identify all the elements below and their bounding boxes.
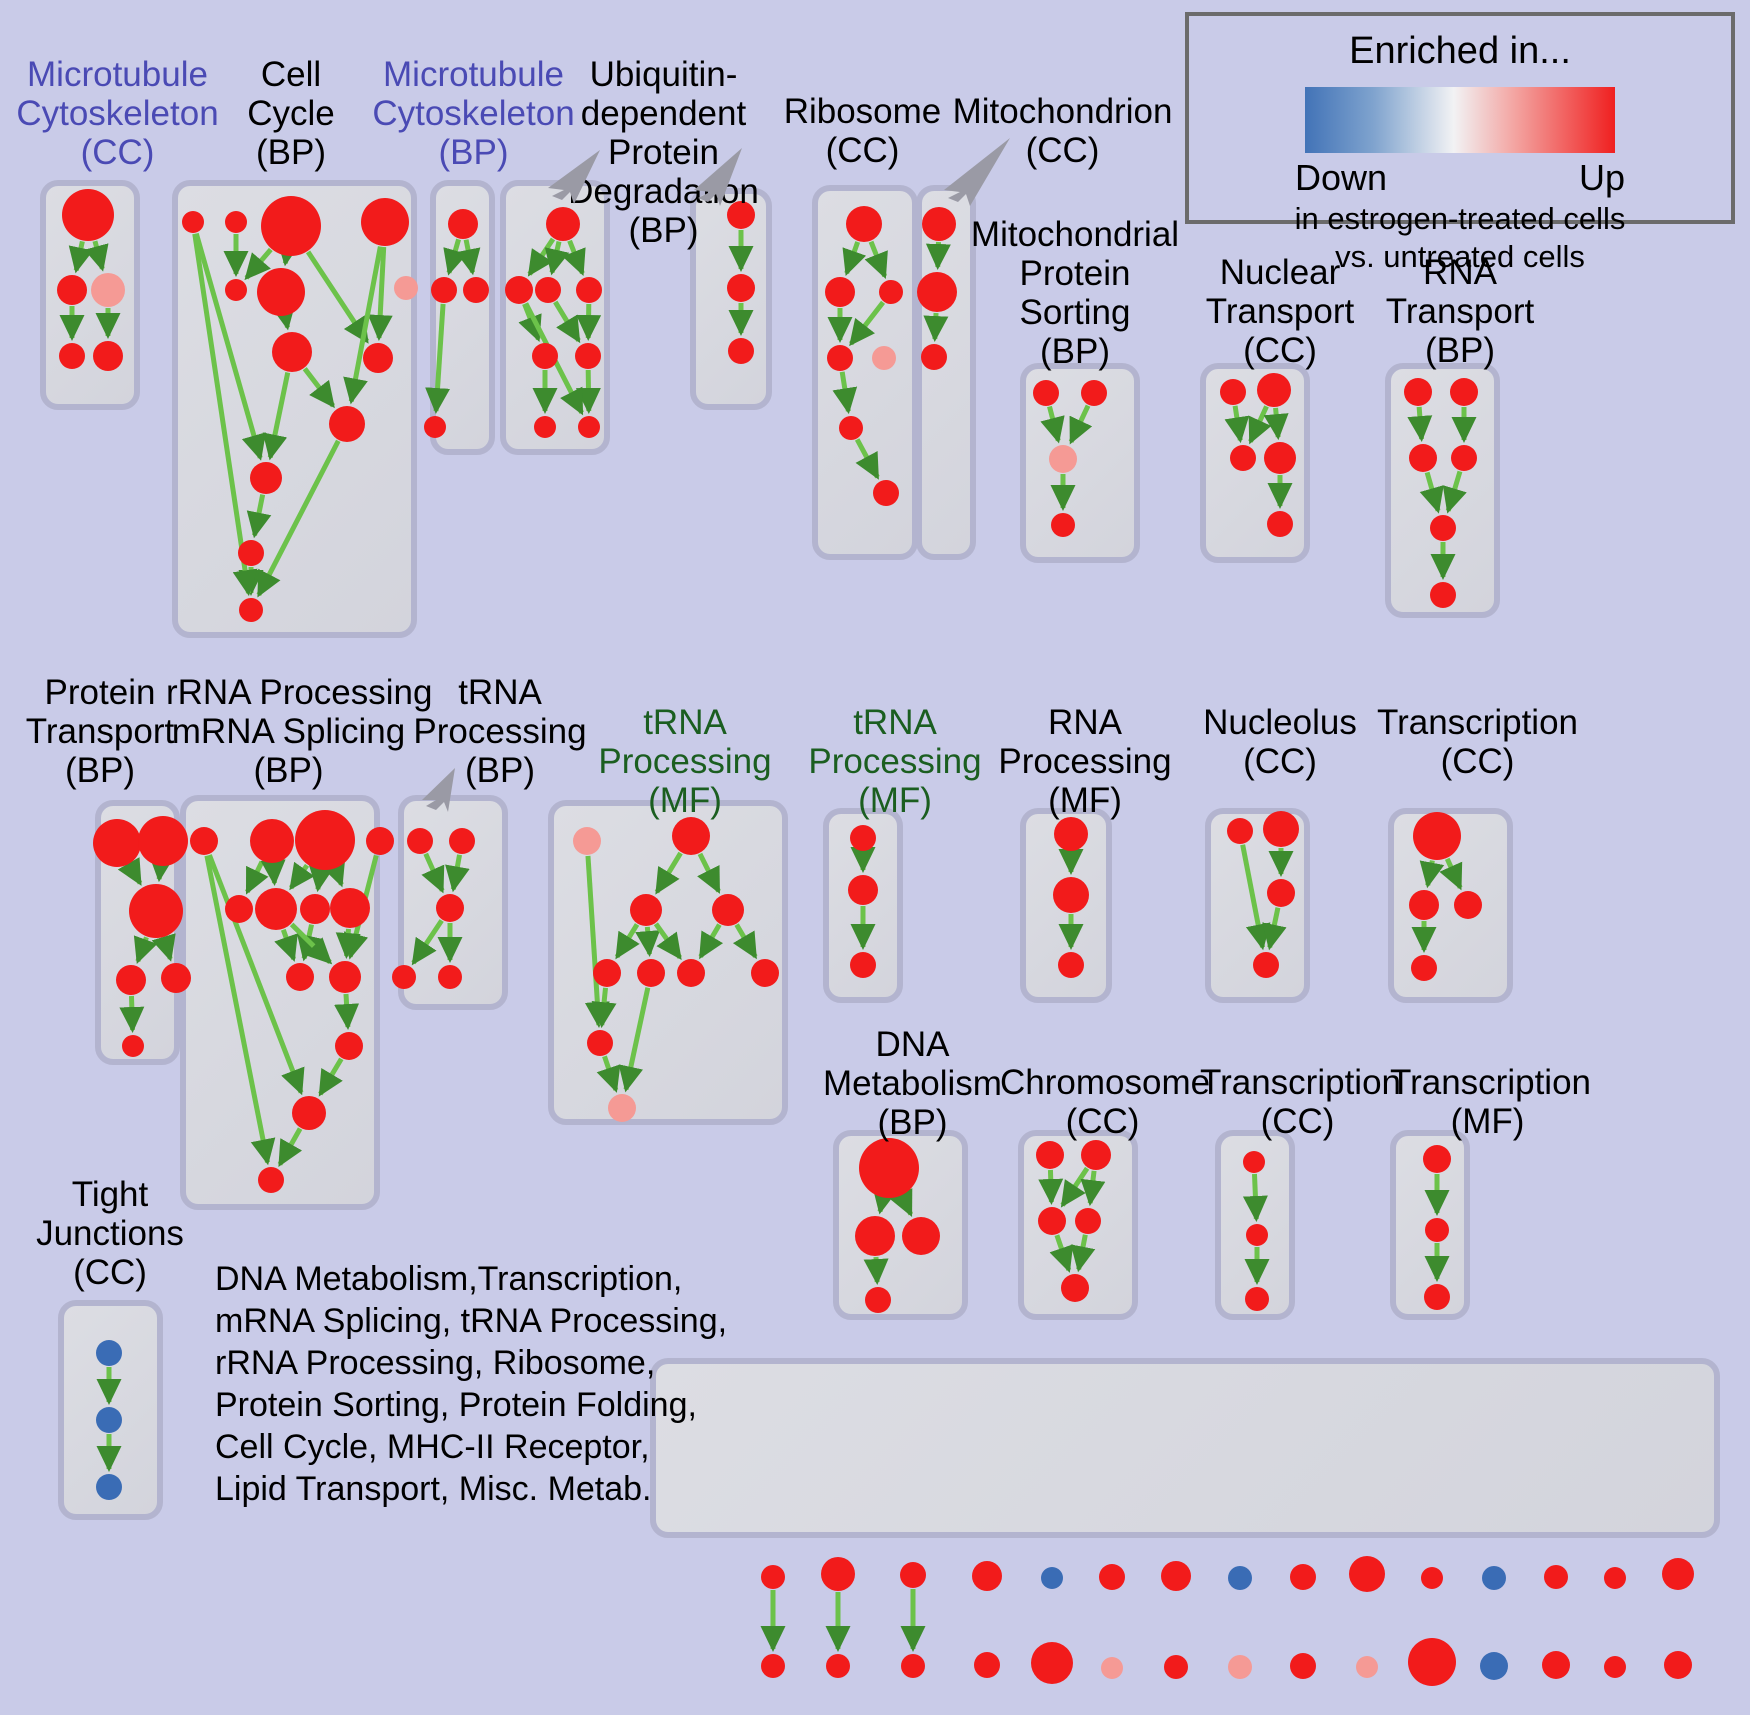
network-node[interactable] — [826, 1654, 850, 1678]
network-node[interactable] — [1662, 1558, 1694, 1590]
network-node[interactable] — [821, 1557, 855, 1591]
network-node[interactable] — [1482, 1566, 1506, 1590]
panel-nuclear-transport — [1200, 363, 1310, 563]
label-nucleolus-cc: Nucleolus (CC) — [1203, 703, 1357, 781]
network-node[interactable] — [1349, 1556, 1385, 1592]
panel-transcription-cc-top — [1388, 808, 1513, 1003]
network-node[interactable] — [1228, 1655, 1252, 1679]
network-node[interactable] — [1101, 1657, 1123, 1679]
panel-mitochondrion-cc — [916, 185, 976, 560]
network-node[interactable] — [761, 1654, 785, 1678]
label-trna-processing-mf-1: tRNA Processing (MF) — [598, 703, 772, 820]
legend-down-label: Down — [1295, 157, 1388, 198]
panel-transcription-cc-bot — [1215, 1130, 1295, 1320]
panel-trna-mf-2 — [823, 808, 903, 1003]
network-node[interactable] — [1031, 1642, 1073, 1684]
network-node[interactable] — [1604, 1567, 1626, 1589]
panel-microtubule-cc — [40, 180, 140, 410]
label-rrna-processing-mrna-splicing-bp: rRNA Processing mRNA Splicing (BP) — [166, 673, 433, 790]
misc-category-text: DNA Metabolism,Transcription, mRNA Splici… — [215, 1258, 727, 1510]
panel-chromosome — [1018, 1130, 1138, 1320]
misc-text-line-5: Cell Cycle, MHC-II Receptor, — [215, 1428, 650, 1466]
panel-tight-junctions — [58, 1300, 163, 1520]
label-ubiquitin-dependent-protein-degradation-bp: Ubiquitin- dependent Protein Degradation… — [568, 55, 759, 250]
network-node[interactable] — [1290, 1564, 1316, 1590]
label-trna-processing-mf-2: tRNA Processing (MF) — [808, 703, 982, 820]
misc-text-line-3: rRNA Processing, Ribosome, — [215, 1344, 656, 1382]
panel-cell-cycle-bp — [172, 180, 417, 638]
misc-text-line-1: DNA Metabolism,Transcription, — [215, 1260, 683, 1298]
network-node[interactable] — [761, 1565, 785, 1589]
label-mitochondrial-protein-sorting-bp: Mitochondrial Protein Sorting (BP) — [970, 215, 1180, 371]
panel-rna-processing-mf — [1020, 808, 1112, 1003]
panel-trna-bp — [398, 795, 508, 1010]
panel-protein-transport — [95, 800, 180, 1065]
label-chromosome-cc: Chromosome (CC) — [1000, 1063, 1211, 1141]
misc-text-line-2: mRNA Splicing, tRNA Processing, — [215, 1302, 728, 1340]
panel-rna-transport — [1385, 363, 1500, 618]
legend-box: Enriched in... Down Up in estrogen-treat… — [1185, 12, 1735, 274]
network-node[interactable] — [1408, 1638, 1456, 1686]
misc-text-line-6: Lipid Transport, Misc. Metab. — [215, 1470, 652, 1508]
label-transcription-cc-top: Transcription (CC) — [1377, 703, 1578, 781]
label-mitochondrion-cc: Mitochondrion (CC) — [952, 92, 1173, 170]
panel-nucleolus — [1205, 808, 1310, 1003]
network-node[interactable] — [900, 1562, 926, 1588]
network-node[interactable] — [1164, 1655, 1188, 1679]
label-transcription-mf: Transcription (MF) — [1390, 1063, 1591, 1141]
network-node[interactable] — [1356, 1656, 1378, 1678]
network-node[interactable] — [1099, 1564, 1125, 1590]
label-microtubule-cytoskeleton-cc: Microtubule Cytoskeleton (CC) — [16, 55, 219, 172]
network-node[interactable] — [1544, 1565, 1568, 1589]
label-ribosome-cc: Ribosome (CC) — [783, 92, 942, 170]
label-tight-junctions-cc: Tight Junctions (CC) — [36, 1175, 184, 1292]
label-transcription-cc-bottom: Transcription (CC) — [1200, 1063, 1401, 1141]
network-node[interactable] — [972, 1561, 1002, 1591]
network-node[interactable] — [1664, 1651, 1692, 1679]
legend-gradient-bar — [1305, 87, 1615, 153]
legend-up-label: Up — [1578, 157, 1625, 198]
network-node[interactable] — [901, 1654, 925, 1678]
label-protein-transport-bp: Protein Transport (BP) — [25, 673, 175, 790]
network-node[interactable] — [1542, 1651, 1570, 1679]
label-dna-metabolism-bp: DNA Metabolism (BP) — [823, 1025, 1002, 1142]
label-rna-processing-mf: RNA Processing (MF) — [998, 703, 1172, 820]
network-node[interactable] — [1161, 1561, 1191, 1591]
network-node[interactable] — [1290, 1653, 1316, 1679]
legend-subtitle-line2: vs. untreated cells — [1335, 239, 1585, 274]
misc-text-line-4: Protein Sorting, Protein Folding, — [215, 1386, 697, 1424]
label-trna-processing-bp: tRNA Processing (BP) — [413, 673, 587, 790]
network-node[interactable] — [1421, 1567, 1443, 1589]
label-rna-transport-bp: RNA Transport (BP) — [1385, 253, 1535, 370]
panel-dna-metabolism — [833, 1130, 968, 1320]
legend-subtitle-line1: in estrogen-treated cells — [1294, 201, 1626, 236]
label-microtubule-cytoskeleton-bp: Microtubule Cytoskeleton (BP) — [372, 55, 575, 172]
network-node[interactable] — [1480, 1652, 1508, 1680]
panel-mito-protein-sorting — [1020, 363, 1140, 563]
label-nuclear-transport-cc: Nuclear Transport (CC) — [1205, 253, 1355, 370]
label-cell-cycle-bp: Cell Cycle (BP) — [247, 55, 335, 172]
legend-title: Enriched in... — [1349, 30, 1571, 72]
panel-trna-mf-1 — [548, 800, 788, 1125]
panel-transcription-mf — [1390, 1130, 1470, 1320]
network-node[interactable] — [1041, 1567, 1063, 1589]
panel-ribosome-cc — [812, 185, 918, 560]
network-node[interactable] — [1228, 1566, 1252, 1590]
panel-misc-wide — [650, 1358, 1720, 1538]
network-node[interactable] — [1604, 1656, 1626, 1678]
network-node[interactable] — [974, 1652, 1000, 1678]
panel-rrna-mrna — [180, 795, 380, 1210]
panel-microtubule-bp — [430, 180, 495, 455]
